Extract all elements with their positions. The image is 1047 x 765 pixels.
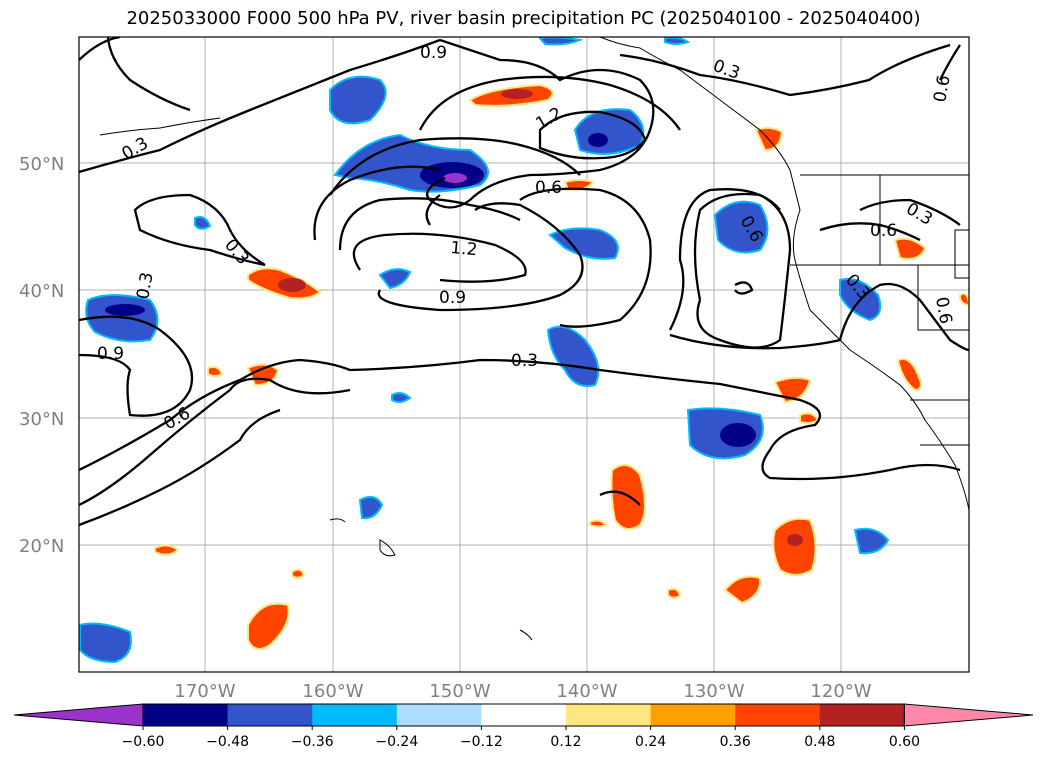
colorbar-segment	[312, 704, 398, 726]
colorbar-tick-label: 0.60	[889, 734, 920, 750]
colorbar-tick-label: 0.24	[635, 734, 666, 750]
colorbar-tick-label: 0.12	[550, 734, 581, 750]
longitude-labels: 170°W 160°W 150°W 140°W 130°W 120°W	[174, 681, 871, 702]
pv-contours	[79, 37, 969, 527]
map-title: 2025033000 F000 500 hPa PV, river basin …	[126, 8, 921, 29]
colorbar-tick-label: −0.60	[122, 734, 165, 750]
colorbar-tick-label: −0.12	[460, 734, 503, 750]
colorbar-segment	[566, 704, 652, 726]
contour-label: 0.3	[133, 271, 157, 301]
colorbar-extend-low	[13, 703, 144, 727]
contour-label: 1.2	[450, 238, 479, 260]
negative-anomalies	[79, 37, 890, 664]
lon-label: 140°W	[556, 681, 617, 702]
lon-label: 160°W	[302, 681, 363, 702]
colorbar-segment	[481, 704, 567, 726]
colorbar-frame	[142, 703, 905, 727]
contour-label: 0.6	[931, 295, 955, 325]
colorbar-segment	[227, 704, 313, 726]
colorbar-segment	[819, 704, 905, 726]
contour-label: 0.6	[930, 74, 954, 104]
latitude-labels: 50°N 40°N 30°N 20°N	[19, 154, 64, 557]
contour-label: 0.3	[511, 351, 538, 371]
coastlines	[99, 37, 969, 641]
contour-label: 0.6	[535, 178, 562, 198]
colorbar-segment	[650, 704, 736, 726]
map-background	[79, 37, 969, 672]
contour-label: 0.9	[97, 344, 124, 364]
colorbar-tick-label: 0.36	[720, 734, 751, 750]
gridlines	[79, 37, 969, 672]
lon-label: 170°W	[174, 681, 235, 702]
contour-label: 0.6	[870, 221, 897, 241]
colorbar-tick-label: −0.24	[375, 734, 418, 750]
colorbar-extend-high	[903, 703, 1034, 727]
lat-label: 50°N	[19, 154, 64, 175]
colorbar-segment	[735, 704, 821, 726]
lat-label: 30°N	[19, 409, 64, 430]
lat-label: 20°N	[19, 536, 64, 557]
contour-label: 0.9	[439, 288, 466, 308]
lon-label: 150°W	[429, 681, 490, 702]
colorbar-tick-label: −0.36	[291, 734, 334, 750]
colorbar-tick-label: −0.48	[206, 734, 249, 750]
lon-label: 120°W	[810, 681, 871, 702]
colorbar-tick-label: 0.48	[804, 734, 835, 750]
lat-label: 40°N	[19, 281, 64, 302]
colorbar: −0.60 −0.48 −0.36 −0.24 −0.12 0.12 0.24 0.36 0.4…	[13, 703, 1034, 750]
map-frame	[78, 36, 970, 673]
colorbar-segment	[396, 704, 482, 726]
colorbar-segment	[143, 704, 229, 726]
contour-label: 0.9	[420, 43, 447, 63]
lon-label: 130°W	[683, 681, 744, 702]
